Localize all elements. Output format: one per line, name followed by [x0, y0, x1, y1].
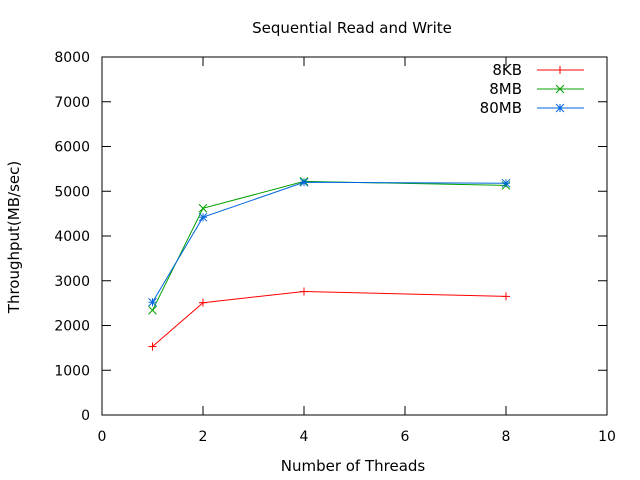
x-tick-label: 8	[502, 429, 511, 445]
x-tick-label: 0	[98, 429, 107, 445]
y-tick-label: 0	[81, 408, 90, 424]
y-tick-label: 7000	[54, 95, 90, 111]
data-point-marker	[299, 177, 309, 187]
series-line	[152, 290, 507, 347]
legend-label: 80MB	[480, 99, 522, 117]
y-axis-label: Throughput(MB/sec)	[5, 161, 23, 314]
series-layer	[148, 177, 511, 351]
legend-marker-stroke	[555, 84, 565, 94]
x-tick-label: 2	[199, 429, 208, 445]
y-tick-label: 4000	[54, 229, 90, 245]
x-tick-label: 4	[300, 429, 309, 445]
y-tick-label: 3000	[54, 274, 90, 290]
y-tick-label: 1000	[54, 363, 90, 379]
data-point-marker	[198, 203, 208, 213]
series-8MB	[148, 177, 511, 315]
legend-marker	[556, 66, 564, 74]
x-tick-label: 6	[401, 429, 410, 445]
series-80MB	[148, 177, 511, 307]
legend-marker	[555, 103, 565, 113]
data-point	[501, 178, 511, 188]
data-point-marker	[148, 297, 157, 307]
legend-marker-stroke	[555, 103, 565, 113]
plot-frame	[101, 56, 608, 416]
y-tick-label: 8000	[54, 50, 90, 66]
data-point	[299, 177, 309, 187]
series-line	[152, 181, 507, 303]
data-point-marker	[148, 305, 157, 315]
legend-item: 8KB	[492, 61, 584, 79]
data-point-marker	[501, 178, 511, 188]
legend-item: 80MB	[480, 99, 584, 117]
data-point	[300, 287, 308, 296]
chart-title: Sequential Read and Write	[252, 19, 452, 37]
data-point	[198, 212, 208, 222]
x-tick-label: 10	[598, 429, 616, 445]
series-8KB	[148, 287, 510, 351]
y-tick-label: 6000	[54, 140, 90, 156]
data-point	[502, 292, 510, 301]
x-axis-label: Number of Threads	[281, 457, 426, 475]
data-point	[148, 305, 157, 315]
y-tick-label: 2000	[54, 319, 90, 335]
data-point	[198, 203, 208, 213]
legend-label: 8MB	[489, 80, 522, 98]
legend-marker	[555, 84, 565, 94]
data-point	[148, 342, 157, 351]
legend-item: 8MB	[489, 80, 584, 98]
axis-ticks: 0 1000 2000 3000 4000 5000 6000 7000 8000 0 2 4 6 8 10	[54, 50, 616, 445]
data-point-marker	[198, 212, 208, 222]
legend-label: 8KB	[492, 61, 522, 79]
data-point	[199, 298, 207, 307]
series-line	[152, 180, 507, 311]
data-point	[148, 297, 157, 307]
y-tick-label: 5000	[54, 184, 90, 200]
